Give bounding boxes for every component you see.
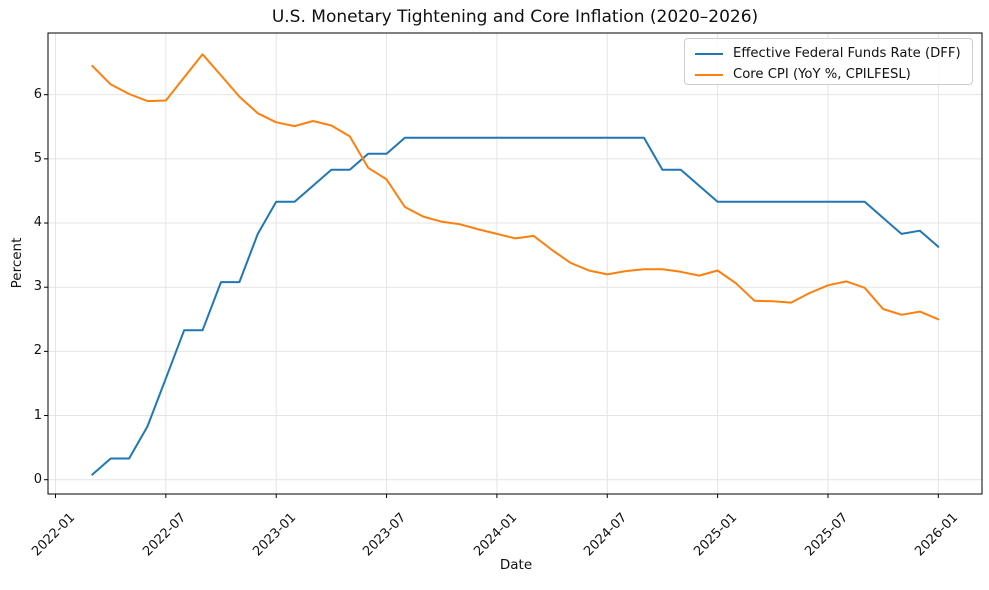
y-tick-label: 3 <box>33 279 42 295</box>
y-tick-label: 4 <box>33 215 42 231</box>
legend-line-swatch-dff <box>695 52 723 55</box>
legend-item-dff: Effective Federal Funds Rate (DFF) <box>695 45 972 62</box>
legend-label-dff: Effective Federal Funds Rate (DFF) <box>733 46 961 61</box>
y-tick-label: 0 <box>33 471 42 487</box>
legend-line-swatch-cpi <box>695 73 723 76</box>
legend-label-cpi: Core CPI (YoY %, CPILFESL) <box>733 67 911 82</box>
y-tick-label: 2 <box>33 343 42 359</box>
y-axis-label: Percent <box>9 237 25 289</box>
axes-frame <box>47 32 983 495</box>
legend-item-cpi: Core CPI (YoY %, CPILFESL) <box>695 66 972 83</box>
y-tick-label: 5 <box>33 150 42 166</box>
legend: Effective Federal Funds Rate (DFF) Core … <box>684 38 973 85</box>
y-tick-label: 6 <box>33 86 42 102</box>
series-line-dff <box>91 136 940 476</box>
y-tick-label: 1 <box>33 407 42 423</box>
series-line-cpi <box>91 53 940 321</box>
x-axis-label: Date <box>499 557 533 573</box>
chart-title: U.S. Monetary Tightening and Core Inflat… <box>271 7 759 27</box>
